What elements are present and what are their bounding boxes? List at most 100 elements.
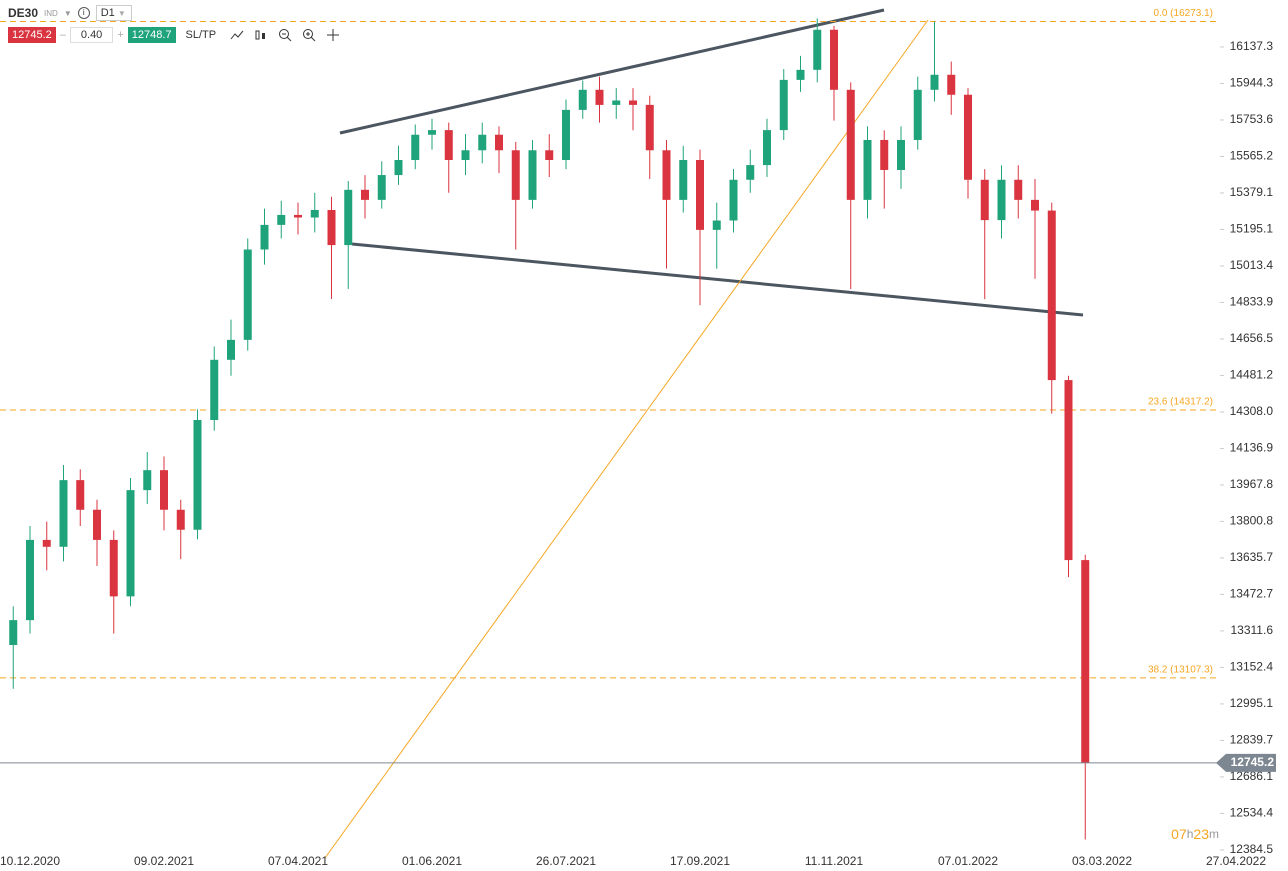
candle-body (361, 189, 369, 200)
candle-body (126, 490, 135, 597)
y-tick-label: 12839.7 (1230, 733, 1274, 747)
candle-body (444, 130, 453, 161)
candle-body (897, 139, 905, 170)
x-tick-label: 07.04.2021 (268, 854, 328, 868)
candle-body (160, 470, 168, 510)
y-tick-label: 16137.3 (1230, 39, 1274, 53)
countdown-text: 07h23m (1171, 826, 1219, 842)
x-tick-label: 07.01.2022 (938, 854, 998, 868)
y-tick-label: 14833.9 (1230, 295, 1274, 309)
candle-body (930, 74, 939, 90)
pan-tool[interactable] (326, 28, 340, 42)
x-tick-label: 09.02.2021 (134, 854, 194, 868)
candle-body (662, 150, 671, 200)
candle-body (310, 209, 319, 218)
candle-body (1031, 199, 1039, 211)
candle-body (411, 134, 420, 161)
zoom-in[interactable] (302, 28, 316, 42)
candle-body (26, 539, 34, 621)
toolbar: DE30 IND ▼ i D1 ▼ (8, 5, 132, 21)
level-label: 23.6 (14317.2) (1148, 397, 1213, 408)
candle-body (696, 160, 704, 230)
y-tick-label: 15379.1 (1230, 185, 1274, 199)
candle-body (1064, 380, 1073, 561)
candle-body (796, 69, 805, 80)
candle-body (947, 74, 956, 95)
candle-body (830, 29, 838, 90)
interval[interactable]: D1 ▼ (95, 5, 132, 21)
y-tick-label: 12534.4 (1230, 806, 1274, 820)
countdown-part: 07 (1171, 826, 1187, 842)
candle-body (528, 150, 537, 200)
info-icon[interactable]: i (77, 7, 90, 19)
fib-line (324, 19, 929, 859)
candle-body (779, 79, 788, 131)
candle-tool[interactable] (254, 28, 268, 42)
candle-body (478, 134, 487, 151)
ask[interactable]: 12748.7 (127, 27, 176, 43)
x-tick-label: 10.12.2020 (0, 854, 60, 868)
symbol[interactable]: DE30 (8, 6, 39, 20)
countdown: 07h23m (1171, 826, 1219, 842)
zoom-out[interactable] (278, 28, 292, 42)
candle-body (629, 100, 637, 105)
plus[interactable]: + (117, 29, 124, 41)
candle-body (428, 130, 436, 135)
candle-body (227, 339, 235, 360)
candle-body (863, 139, 872, 200)
candle-body (763, 130, 771, 166)
x-tick-label: 03.03.2022 (1072, 854, 1132, 868)
line-tool[interactable] (230, 28, 244, 42)
trend-line (339, 8, 885, 135)
candle-body (712, 220, 721, 230)
candle-body (1047, 210, 1056, 381)
candle-body (243, 249, 252, 340)
y-tick-label: 13800.8 (1230, 514, 1274, 528)
y-tick-label: 13311.6 (1231, 623, 1274, 637)
y-tick-label: 15753.6 (1230, 112, 1274, 126)
minus[interactable]: – (59, 29, 66, 41)
y-tick-label: 14656.5 (1230, 331, 1274, 345)
trend-line (351, 242, 1084, 317)
y-tick-label: 14136.9 (1230, 441, 1274, 455)
volume[interactable]: 0.40 (69, 27, 114, 43)
candle-body (93, 509, 101, 540)
x-tick-label: 27.04.2022 (1206, 854, 1266, 868)
current-price-label: 12745.2 (1231, 755, 1275, 769)
candle-body (42, 539, 51, 547)
candle-body (913, 89, 922, 140)
candle-body (143, 470, 152, 491)
market: IND (44, 8, 58, 18)
candle-body (578, 89, 587, 110)
y-tick-label: 13472.7 (1230, 587, 1274, 601)
candle-body (260, 224, 269, 250)
y-tick-label: 15013.4 (1230, 258, 1274, 272)
candle-body (645, 104, 654, 151)
candle-body (729, 179, 738, 221)
sltp[interactable]: SL/TP (185, 29, 217, 41)
y-tick-label: 12384.5 (1230, 842, 1274, 856)
candle-body (210, 359, 219, 421)
candle-body (511, 150, 520, 200)
candle-body (327, 209, 336, 246)
y-tick-label: 14308.0 (1230, 404, 1274, 418)
candle-body (880, 139, 889, 170)
candle-body (595, 89, 604, 105)
candle-body (59, 480, 68, 547)
y-tick-label: 13635.7 (1230, 550, 1274, 564)
x-tick-label: 01.06.2021 (402, 854, 462, 868)
candle-body (612, 100, 621, 105)
candle-body (997, 179, 1006, 221)
y-tick-label: 14481.2 (1230, 368, 1274, 382)
y-tick-label: 12995.1 (1230, 696, 1274, 710)
candle-body (109, 539, 118, 597)
dropdown-icon[interactable]: ▼ (63, 8, 72, 18)
candle-body (294, 214, 302, 218)
bid[interactable]: 12745.2 (8, 27, 56, 43)
interval-label: D1 (100, 7, 115, 19)
y-tick-label: 13967.8 (1230, 477, 1274, 491)
candle-body (846, 89, 855, 200)
x-tick-label: 11.11.2021 (805, 854, 864, 868)
